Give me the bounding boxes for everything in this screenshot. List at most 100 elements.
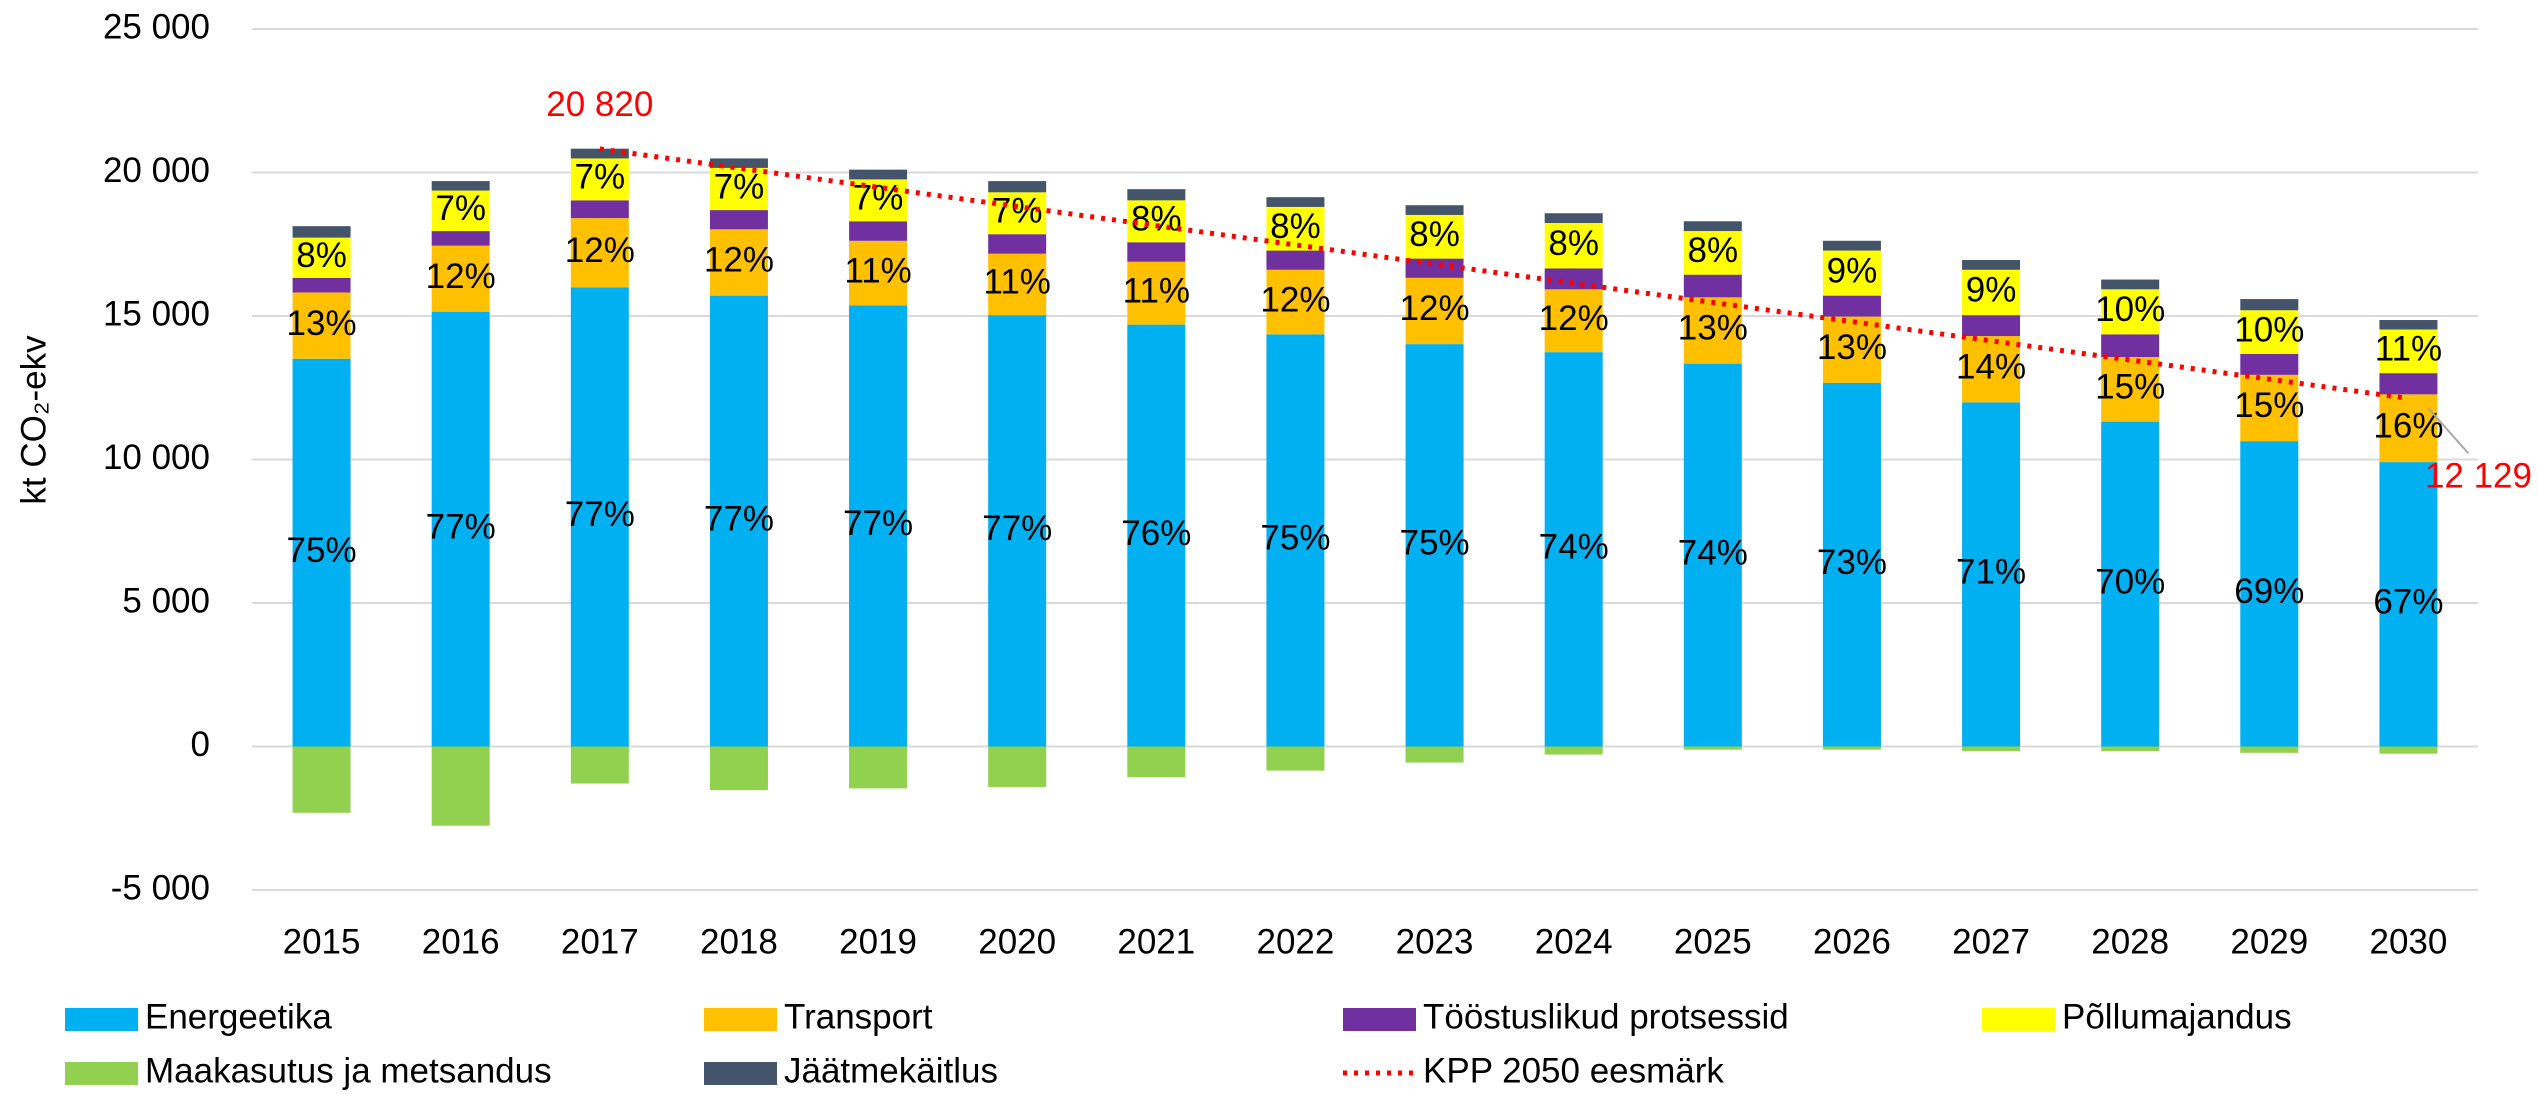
bar-segment <box>2101 357 2160 422</box>
legend-label: KPP 2050 eesmärk <box>1423 1051 1724 1090</box>
bar-segment <box>292 358 351 747</box>
bar-segment <box>1405 746 1464 763</box>
bar-segment <box>2379 329 2438 374</box>
leader-line <box>2427 407 2470 455</box>
bar-segment <box>1962 746 2021 752</box>
data-label: 77% <box>982 509 1052 548</box>
legend-label: Jäätmekäitlus <box>784 1051 998 1090</box>
bar-segment <box>1683 274 1742 298</box>
bar-segment <box>292 746 351 813</box>
legend-swatch <box>704 1008 777 1031</box>
bar-segment <box>570 287 629 747</box>
data-label: 67% <box>2373 583 2443 622</box>
data-label: 12% <box>1539 299 1609 338</box>
bar-segment <box>1127 261 1186 325</box>
x-tick-label: 2016 <box>422 922 500 961</box>
data-label: 71% <box>1956 553 2026 592</box>
bar-segment <box>1962 269 2021 316</box>
bar-segment <box>2379 746 2438 754</box>
bar-segment <box>431 231 490 246</box>
bar-segment <box>431 746 490 826</box>
data-label: 74% <box>1678 533 1748 572</box>
data-label: 75% <box>1400 524 1470 563</box>
bar-segment <box>1962 260 2021 270</box>
legend-swatch <box>65 1062 138 1085</box>
data-label: 13% <box>1678 309 1748 348</box>
x-tick-label: 2024 <box>1535 922 1613 961</box>
legend-swatch <box>1982 1008 2055 1031</box>
data-label: 12% <box>426 257 496 296</box>
data-label: 8% <box>296 236 347 275</box>
legend-label: Tööstuslikud protsessid <box>1423 997 1789 1036</box>
x-tick-label: 2020 <box>978 922 1056 961</box>
bar-segment <box>2101 334 2160 358</box>
data-label: 11% <box>844 251 911 290</box>
bar-segment <box>292 237 351 278</box>
data-label: 8% <box>1548 224 1599 263</box>
bar-segment <box>431 181 490 191</box>
bar-segment <box>1127 242 1186 262</box>
bar-segment <box>1544 268 1603 290</box>
data-label: 74% <box>1539 528 1609 567</box>
data-label: 12% <box>1400 289 1470 328</box>
data-label: 8% <box>1270 207 1321 246</box>
data-label: 77% <box>704 499 774 538</box>
x-tick-label: 2025 <box>1674 922 1752 961</box>
data-label: 14% <box>1956 347 2026 386</box>
data-label: 70% <box>2095 562 2165 601</box>
bar-segment <box>709 167 768 211</box>
data-label: 9% <box>1827 251 1878 290</box>
bar-segment <box>1683 221 1742 232</box>
bar-segment <box>988 315 1047 747</box>
data-label: 73% <box>1817 543 1887 582</box>
y-tick-label: 0 <box>191 725 210 764</box>
bar-segment <box>1822 240 1881 251</box>
bar-segment <box>1266 269 1325 335</box>
bar-segment <box>1683 363 1742 747</box>
bar-segment <box>1822 295 1881 317</box>
legend-swatch <box>65 1008 138 1031</box>
data-label: 75% <box>287 531 357 570</box>
legend-swatch <box>1343 1008 1416 1031</box>
bar-segment <box>988 192 1047 235</box>
x-tick-label: 2023 <box>1396 922 1474 961</box>
data-label: 77% <box>426 507 496 546</box>
bar-segment <box>988 234 1047 254</box>
data-label: 77% <box>565 495 635 534</box>
bar-segment <box>709 210 768 230</box>
data-label: 11% <box>1123 271 1190 310</box>
bar-segment <box>1544 289 1603 353</box>
bar-segment <box>1683 297 1742 364</box>
bar-segment <box>1405 277 1464 345</box>
x-tick-label: 2019 <box>839 922 917 961</box>
bar-segment <box>570 148 629 159</box>
bar-segment <box>849 305 908 747</box>
bar-segment <box>709 295 768 747</box>
bar-segment <box>849 746 908 789</box>
data-label: 12% <box>1260 280 1330 319</box>
data-label: 12% <box>565 231 635 270</box>
x-tick-label: 2027 <box>1952 922 2030 961</box>
y-tick-label: 25 000 <box>103 7 210 46</box>
bar-segment <box>2240 299 2299 311</box>
bar-segment <box>2240 374 2299 442</box>
bar-segment <box>1544 213 1603 224</box>
line-label: 12 129 <box>2425 457 2532 496</box>
x-tick-label: 2018 <box>700 922 778 961</box>
bar-segment <box>1405 344 1464 747</box>
x-tick-label: 2017 <box>561 922 639 961</box>
bar-segment <box>1266 334 1325 747</box>
bar-segment <box>849 179 908 222</box>
bar-segment <box>431 311 490 747</box>
legend-label: Transport <box>784 997 933 1036</box>
bar-segment <box>709 746 768 791</box>
bar-segment <box>2379 373 2438 395</box>
bar-segment <box>849 169 908 180</box>
data-label: 8% <box>1131 200 1182 239</box>
bar-segment <box>1544 352 1603 747</box>
line-label: 20 820 <box>546 85 653 124</box>
x-tick-label: 2015 <box>283 922 361 961</box>
data-label: 13% <box>287 304 357 343</box>
target-line <box>599 146 2409 401</box>
